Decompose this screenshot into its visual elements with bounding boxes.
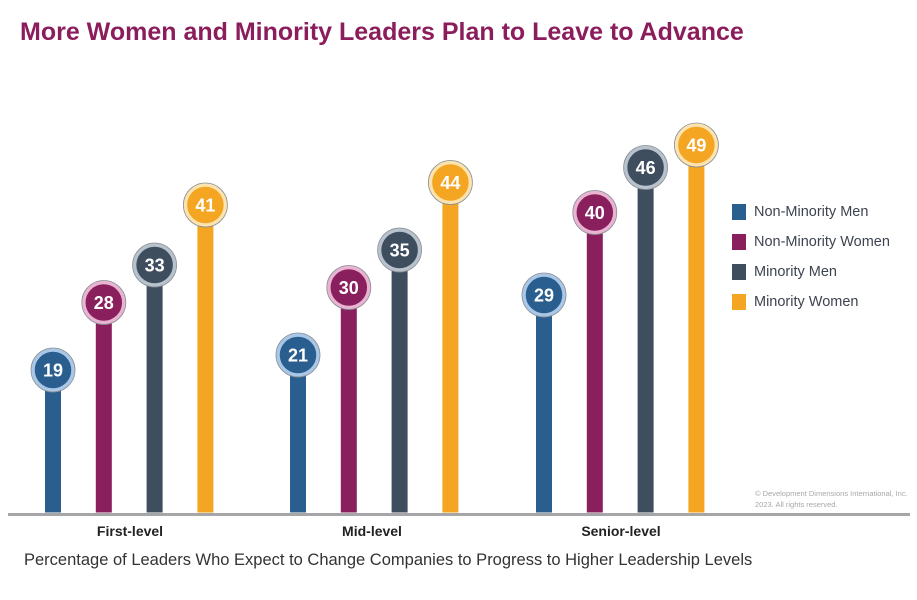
legend-label: Minority Women [754,294,859,310]
chart-title: More Women and Minority Leaders Plan to … [20,18,744,46]
bar-marker [183,183,228,227]
bar-marker-outline [81,280,127,325]
data-label: 40 [585,203,605,223]
legend-label: Minority Men [754,264,837,280]
bar-marker-outline [377,227,423,273]
data-label: 41 [195,196,215,216]
legend-item-minority-women: Minority Women [732,287,890,317]
category-label-first-level: First-level [96,523,164,539]
data-label: 19 [43,361,63,381]
category-label-mid-level: Mid-level [342,523,402,539]
bar-marker [377,228,422,272]
bar-stem [442,182,459,513]
chart-subtitle: Percentage of Leaders Who Expect to Chan… [24,551,753,569]
bar-stem [290,355,306,513]
legend-item-minority-men: Minority Men [732,257,890,287]
bar-marker-outline [521,272,567,318]
bar-marker [327,265,371,310]
bar-marker-outline [326,265,372,310]
data-label: 29 [534,286,554,306]
bar-marker-outline [674,122,719,168]
bar-marker [623,145,668,190]
bar-marker-outline [132,242,178,288]
legend-label: Non-Minority Men [754,204,869,220]
bar-marker [132,243,177,287]
category-label-senior-level: Senior-level [581,523,661,539]
legend-label: Non-Minority Women [754,234,890,250]
bar-stem [340,287,357,513]
legend-swatch [732,294,746,310]
baseline-axis [8,513,910,516]
copyright-notice: © Development Dimensions International, … [755,489,908,509]
bar-stem [45,370,61,513]
bar-marker-outline [182,182,228,228]
bar-stem [688,145,705,513]
data-label: 33 [145,256,165,276]
bar-marker-outline [275,332,321,378]
legend-swatch [732,264,746,280]
bar-marker [573,190,617,235]
data-label: 21 [288,346,308,366]
legend: Non-Minority Men Non-Minority Women Mino… [732,197,890,317]
bar-stem [637,167,654,513]
bar-stem [95,302,112,513]
bar-marker-outline [427,160,473,205]
data-label: 30 [339,278,359,298]
bar-marker-outline [30,347,76,393]
bar-stem [391,250,408,513]
bar-stem [536,295,552,513]
legend-swatch [732,234,746,250]
bar-marker-outline [572,190,618,235]
bar-marker [276,333,320,377]
data-label: 49 [686,136,706,156]
bar-stem [146,265,163,513]
bar-marker [522,273,566,317]
bar-marker [428,160,473,205]
legend-item-non-minority-men: Non-Minority Men [732,197,890,227]
data-label: 28 [94,293,114,313]
legend-item-non-minority-women: Non-Minority Women [732,227,890,257]
data-label: 35 [390,241,410,261]
bar-stem [197,205,214,513]
legend-swatch [732,204,746,220]
bar-marker-outline [623,145,668,190]
bar-marker [82,280,126,325]
bar-stem [586,212,603,513]
data-label: 46 [636,158,656,178]
data-label: 44 [440,173,460,193]
bar-marker [31,348,75,392]
bar-marker [674,123,719,167]
